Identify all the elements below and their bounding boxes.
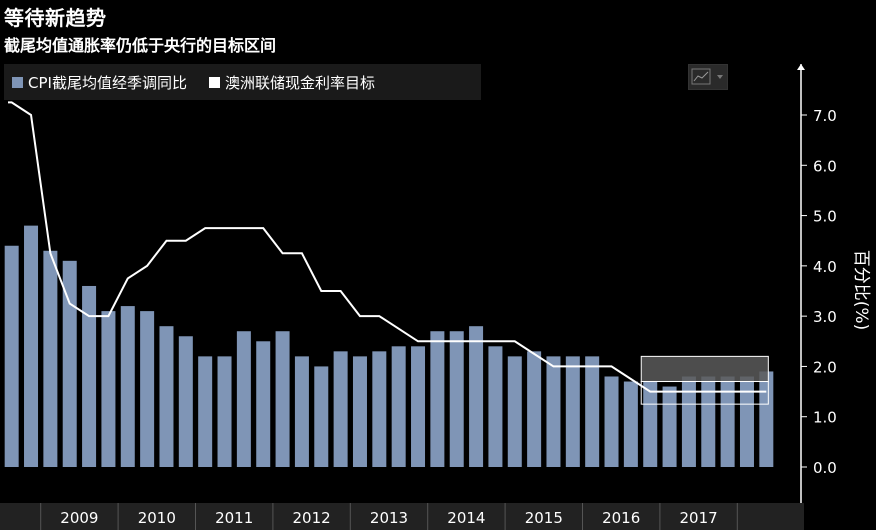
legend-label-cpi: CPI截尾均值经季调同比 — [28, 73, 187, 92]
chart-type-button[interactable] — [688, 64, 728, 90]
legend-label-cash-rate: 澳洲联储现金利率目标 — [224, 73, 375, 92]
x-axis-strip — [0, 503, 804, 530]
bar-cpi — [430, 331, 445, 467]
highlight-band-top — [640, 355, 769, 383]
bar-cpi — [411, 346, 426, 467]
bar-cpi — [739, 376, 754, 467]
bar-cpi — [759, 371, 774, 467]
y-axis-title: 百分比(%) — [851, 250, 871, 330]
bar-cpi — [333, 351, 348, 467]
legend: CPI截尾均值经季调同比 澳洲联储现金利率目标 — [4, 64, 481, 100]
bar-cpi — [4, 245, 19, 467]
x-tick-label: 2011 — [215, 509, 253, 527]
bar-cpi — [120, 306, 135, 467]
bar-cpi — [82, 285, 97, 467]
bar-cpi — [43, 250, 58, 467]
bar-cpi — [101, 311, 116, 467]
bar-cpi — [314, 366, 329, 467]
chart-title: 等待新趋势 — [4, 6, 107, 30]
highlight-band-bottom — [640, 381, 769, 405]
bar-cpi — [372, 351, 387, 467]
bar-cpi — [701, 376, 716, 467]
x-tick-label: 2009 — [60, 509, 98, 527]
bar-cpi — [546, 356, 561, 467]
y-tick-label: 2.0 — [813, 358, 837, 376]
bar-cpi — [507, 356, 522, 467]
legend-item-cpi[interactable]: CPI截尾均值经季调同比 — [12, 72, 187, 93]
bar-cpi — [623, 381, 638, 467]
bar-cpi — [256, 341, 271, 467]
bar-cpi — [681, 376, 696, 467]
x-tick-label: 2014 — [447, 509, 485, 527]
x-tick-label: 2010 — [138, 509, 176, 527]
bar-cpi — [662, 386, 677, 467]
bar-cpi — [352, 356, 367, 467]
y-tick-label: 6.0 — [813, 157, 837, 175]
x-tick-label: 2017 — [680, 509, 718, 527]
bar-cpi — [217, 356, 232, 467]
y-tick-label: 4.0 — [813, 258, 837, 276]
legend-swatch-cash-rate — [208, 76, 220, 88]
bar-cpi — [604, 376, 619, 467]
chart-subtitle: 截尾均值通胀率仍低于央行的目标区间 — [4, 36, 277, 55]
bar-cpi — [565, 356, 580, 467]
bar-cpi — [449, 331, 464, 467]
y-tick-label: 3.0 — [813, 308, 837, 326]
y-tick-label: 0.0 — [813, 459, 837, 477]
bar-cpi — [178, 336, 193, 467]
x-tick-label: 2013 — [370, 509, 408, 527]
bar-cpi — [198, 356, 213, 467]
bar-cpi — [62, 260, 77, 467]
y-tick-label: 5.0 — [813, 208, 837, 226]
bar-cpi — [140, 311, 155, 467]
bar-cpi — [720, 376, 735, 467]
bar-cpi — [585, 356, 600, 467]
legend-swatch-cpi — [12, 76, 23, 88]
bar-cpi — [236, 331, 251, 467]
legend-item-cash-rate[interactable]: 澳洲联储现金利率目标 — [208, 72, 375, 93]
y-axis-arrow — [797, 64, 805, 70]
bar-cpi — [488, 346, 503, 467]
line-cash-rate — [8, 101, 767, 393]
bar-cpi — [391, 346, 406, 467]
bar-cpi — [469, 326, 484, 467]
bar-cpi — [24, 225, 39, 467]
x-tick-label: 2012 — [293, 509, 331, 527]
x-tick-label: 2015 — [525, 509, 563, 527]
bar-cpi — [159, 326, 174, 467]
line-chart-icon — [691, 68, 723, 85]
bar-cpi — [527, 351, 542, 467]
x-tick-label: 2016 — [602, 509, 640, 527]
bar-cpi — [275, 331, 290, 467]
bar-cpi — [294, 356, 309, 467]
bar-cpi — [643, 381, 658, 467]
y-tick-label: 1.0 — [813, 409, 837, 427]
y-tick-label: 7.0 — [813, 107, 837, 125]
